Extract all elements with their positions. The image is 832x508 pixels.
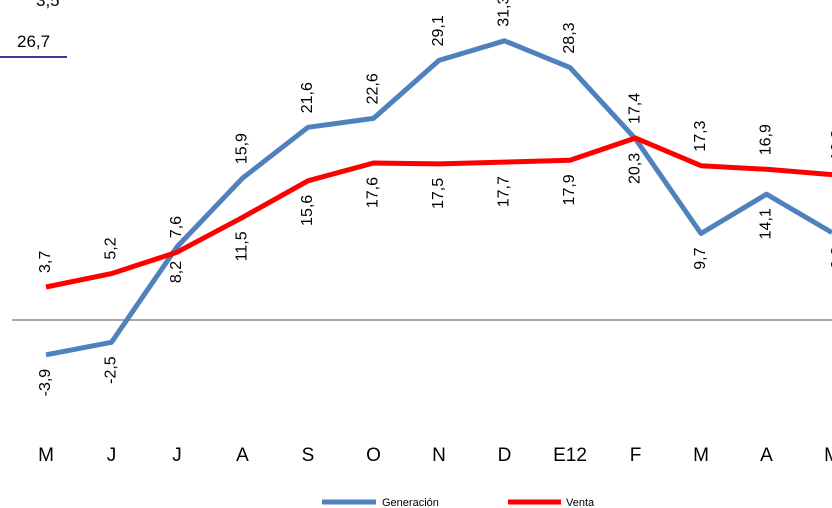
data-label-generacion: -3,9 [37, 369, 54, 397]
x-tick-label: E12 [553, 445, 587, 466]
data-label-venta: 17,4 [627, 93, 644, 124]
x-tick-label: O [366, 445, 381, 466]
data-label-generacion: 20,3 [627, 153, 644, 184]
data-label-venta: 17,3 [692, 120, 709, 151]
data-label-venta: 17,5 [430, 178, 447, 209]
data-label-venta: 16,3 [829, 129, 832, 160]
x-tick-label: A [760, 445, 773, 466]
data-label-generacion: 15,9 [234, 133, 251, 164]
x-tick-label: M [824, 445, 832, 466]
data-label-generacion: 14,1 [758, 208, 775, 239]
data-label-venta: 3,7 [37, 251, 54, 273]
x-tick-label: M [693, 445, 709, 466]
data-label-generacion: 9,7 [692, 247, 709, 269]
data-label-generacion: 31,3 [496, 0, 513, 27]
data-label-generacion: 21,6 [299, 82, 316, 113]
series-line-venta [45, 135, 832, 290]
data-label-generacion: 28,3 [561, 22, 578, 53]
data-label-venta: 11,5 [234, 231, 251, 261]
clipped-value-top: 3,5 [36, 0, 60, 10]
data-label-venta: 16,9 [758, 124, 775, 155]
data-label-venta: 17,6 [365, 177, 382, 208]
x-tick-label: F [630, 445, 642, 466]
data-label-venta: 17,7 [496, 176, 513, 207]
data-label-venta: 17,9 [561, 174, 578, 205]
x-tick-label: A [236, 445, 249, 466]
data-label-venta: 7,6 [168, 216, 185, 238]
clipped-box-rule [0, 56, 67, 58]
x-tick-label: D [498, 445, 512, 466]
data-label-generacion: 9,8 [829, 247, 832, 269]
x-tick-label: S [302, 445, 315, 466]
data-label-venta: 15,6 [299, 195, 316, 226]
data-label-generacion: 22,6 [365, 73, 382, 104]
data-label-generacion: -2,5 [103, 356, 120, 384]
legend-label-generacion: Generación [382, 497, 439, 508]
x-tick-label: J [107, 445, 117, 466]
data-label-venta: 5,2 [103, 237, 120, 259]
legend-label-venta: Venta [566, 497, 595, 508]
x-tick-label: M [38, 445, 54, 466]
data-label-generacion: 29,1 [430, 15, 447, 46]
series-line-generacion [45, 38, 832, 358]
clipped-value-bottom: 26,7 [17, 32, 51, 51]
x-tick-label: N [432, 445, 446, 466]
data-label-generacion: 8,2 [168, 261, 185, 283]
x-tick-label: J [172, 445, 182, 466]
